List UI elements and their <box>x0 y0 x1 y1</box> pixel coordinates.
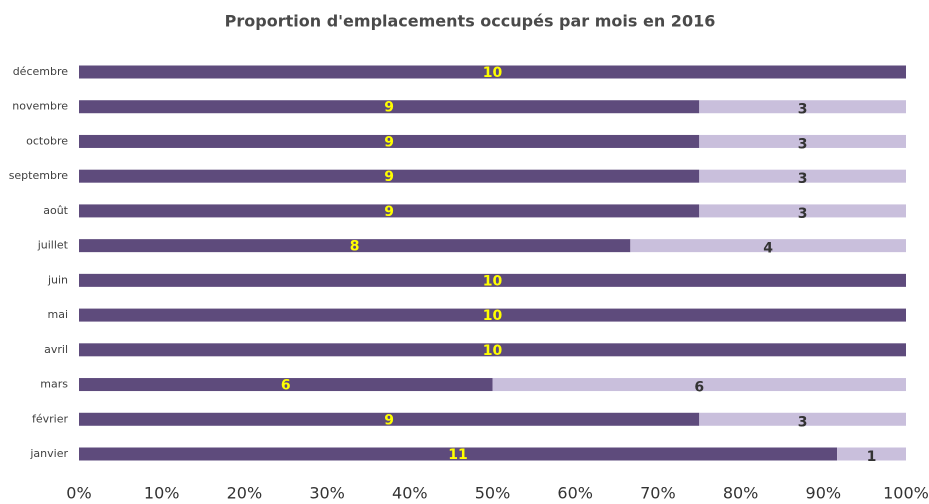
y-tick-label: juin <box>47 273 68 286</box>
bar-segment <box>79 447 838 461</box>
x-tick-label: 0% <box>66 484 91 503</box>
bar-segment <box>699 134 906 148</box>
y-tick-label: juillet <box>37 239 69 252</box>
y-tick-label: octobre <box>26 134 68 147</box>
y-tick-label: mars <box>40 378 68 391</box>
data-label: 3 <box>798 206 808 222</box>
data-label: 6 <box>694 380 704 396</box>
data-label: 4 <box>763 241 773 257</box>
data-label: 3 <box>798 171 808 187</box>
bar-segment <box>699 412 906 426</box>
x-tick-label: 20% <box>227 484 263 503</box>
data-label: 10 <box>483 343 503 359</box>
bar-segment <box>79 204 700 218</box>
data-label: 10 <box>483 65 503 81</box>
data-label: 9 <box>384 100 394 116</box>
chart-title: Proportion d'emplacements occupés par mo… <box>225 12 716 31</box>
data-label: 8 <box>350 239 360 255</box>
bar-segment <box>79 65 906 79</box>
data-label: 11 <box>448 447 467 463</box>
data-label: 3 <box>798 136 808 152</box>
data-label: 3 <box>798 102 808 118</box>
bar-segment <box>79 308 906 322</box>
x-tick-label: 10% <box>144 484 180 503</box>
data-label: 6 <box>281 378 291 394</box>
bar-segment <box>79 378 493 392</box>
y-tick-label: décembre <box>13 65 69 78</box>
x-tick-label: 100% <box>883 484 929 503</box>
bar-segment <box>79 343 906 357</box>
y-tick-label: janvier <box>29 447 68 460</box>
bar-segment <box>699 204 906 218</box>
data-label: 9 <box>384 134 394 150</box>
bar-segment <box>79 134 700 148</box>
bar-segment <box>79 100 700 114</box>
y-tick-label: novembre <box>12 100 68 113</box>
bar-segment <box>79 273 906 287</box>
bar-segment <box>837 447 906 461</box>
bar-segment <box>79 412 700 426</box>
data-label: 3 <box>798 414 808 430</box>
data-label: 10 <box>483 308 503 324</box>
y-tick-label: mai <box>47 308 68 321</box>
bar-segment <box>630 239 906 253</box>
x-tick-label: 30% <box>309 484 345 503</box>
bar-segment <box>492 378 906 392</box>
data-label: 9 <box>384 204 394 220</box>
data-label: 9 <box>384 412 394 428</box>
bar-segment <box>699 100 906 114</box>
y-tick-label: septembre <box>9 169 69 182</box>
x-tick-label: 60% <box>557 484 593 503</box>
bar-segment <box>79 239 631 253</box>
y-tick-label: avril <box>44 343 68 356</box>
x-tick-label: 40% <box>392 484 428 503</box>
data-label: 9 <box>384 169 394 185</box>
y-tick-label: février <box>32 412 68 425</box>
x-tick-label: 90% <box>806 484 842 503</box>
bar-segment <box>79 169 700 183</box>
y-tick-label: août <box>43 204 68 217</box>
data-label: 1 <box>867 449 877 465</box>
x-tick-label: 50% <box>475 484 511 503</box>
x-tick-label: 80% <box>723 484 759 503</box>
bar-segment <box>699 169 906 183</box>
data-label: 10 <box>483 273 503 289</box>
x-tick-label: 70% <box>640 484 676 503</box>
